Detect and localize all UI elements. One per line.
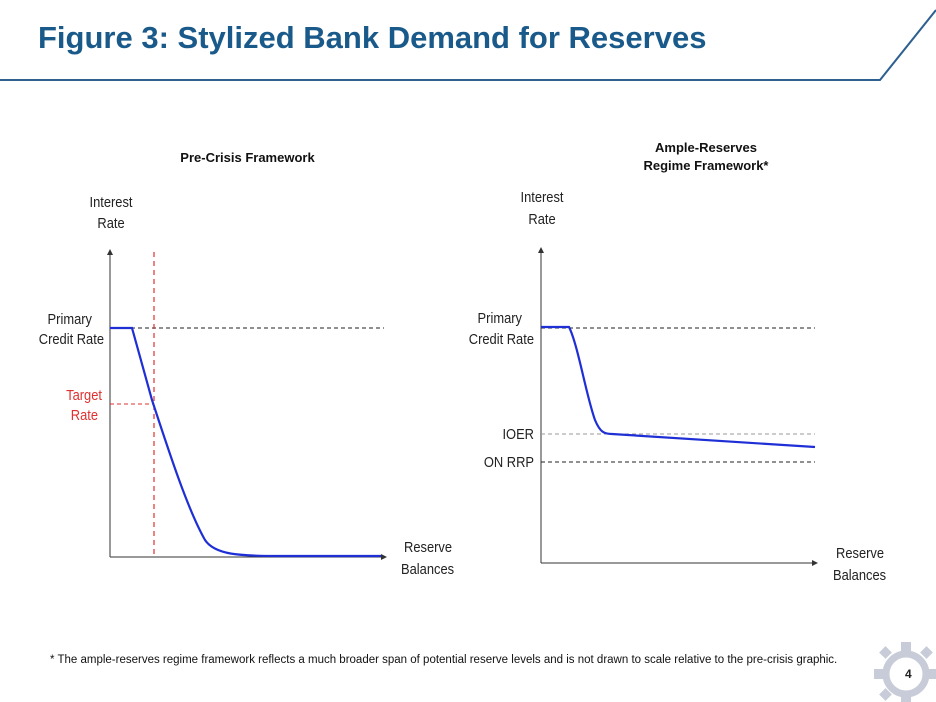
right-y-axis-label-line1: Interest xyxy=(520,189,564,206)
right-demand-curve xyxy=(541,325,816,449)
right-axes xyxy=(538,247,818,566)
right-primary-label-line1: Primary xyxy=(477,310,522,327)
right-x-axis-label-line1: Reserve xyxy=(836,545,885,562)
left-demand-curve xyxy=(110,326,381,558)
left-axes xyxy=(107,249,387,560)
footnote: * The ample-reserves regime framework re… xyxy=(50,654,838,666)
right-primary-label-line2: Credit Rate xyxy=(468,331,534,348)
left-primary-label-line2: Credit Rate xyxy=(38,331,104,348)
right-chart-title-line2: Regime Framework* xyxy=(643,158,769,173)
right-chart-title-line1: Ample-Reserves xyxy=(655,140,757,155)
left-target-label-line2: Rate xyxy=(70,407,98,424)
left-x-axis-label-line1: Reserve xyxy=(404,539,453,556)
ioer-label: IOER xyxy=(502,426,534,443)
onrrp-label: ON RRP xyxy=(483,454,534,471)
right-y-axis-label-line2: Rate xyxy=(528,211,556,228)
page-number: 4 xyxy=(905,667,912,681)
left-target-label-line1: Target xyxy=(66,387,102,404)
left-y-axis-label-line2: Rate xyxy=(97,215,125,232)
header-rule xyxy=(0,9,936,81)
page-title: Figure 3: Stylized Bank Demand for Reser… xyxy=(38,20,707,55)
right-x-axis-label-line2: Balances xyxy=(833,567,887,584)
left-chart-title: Pre-Crisis Framework xyxy=(180,150,315,165)
left-y-axis-label-line1: Interest xyxy=(89,194,133,211)
left-primary-label-line1: Primary xyxy=(47,311,92,328)
gear-logo-icon xyxy=(874,642,936,702)
left-x-axis-label-line2: Balances xyxy=(401,561,455,578)
